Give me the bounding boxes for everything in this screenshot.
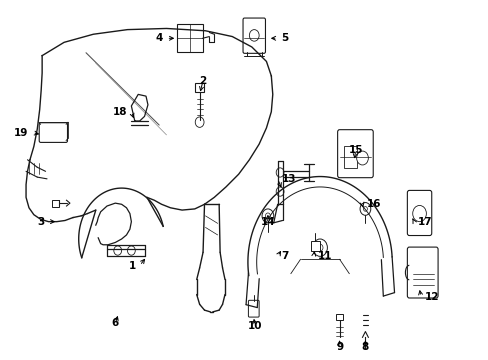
Text: 16: 16 <box>366 199 380 209</box>
FancyBboxPatch shape <box>39 123 67 143</box>
Text: 18: 18 <box>113 107 127 117</box>
FancyBboxPatch shape <box>407 190 431 235</box>
Text: 2: 2 <box>199 76 206 86</box>
Circle shape <box>359 203 370 215</box>
Circle shape <box>262 209 273 223</box>
Circle shape <box>127 246 135 255</box>
Text: 4: 4 <box>155 33 162 43</box>
Bar <box>310 241 319 251</box>
Text: 10: 10 <box>247 321 262 331</box>
Bar <box>344 147 356 168</box>
Circle shape <box>114 246 122 255</box>
FancyBboxPatch shape <box>337 130 372 178</box>
Text: 14: 14 <box>260 217 275 227</box>
Text: 19: 19 <box>14 127 28 138</box>
Text: 12: 12 <box>424 292 439 302</box>
FancyBboxPatch shape <box>248 300 259 317</box>
Bar <box>335 314 342 320</box>
Bar <box>52 200 59 207</box>
Circle shape <box>265 213 270 219</box>
Circle shape <box>312 239 327 256</box>
Circle shape <box>276 187 284 196</box>
Text: 3: 3 <box>37 217 44 227</box>
Circle shape <box>363 207 366 211</box>
Text: 7: 7 <box>281 251 288 261</box>
Bar <box>195 84 203 92</box>
FancyBboxPatch shape <box>407 247 437 298</box>
Text: 1: 1 <box>128 261 136 271</box>
Circle shape <box>317 244 323 251</box>
Text: 13: 13 <box>281 174 295 184</box>
Circle shape <box>412 206 426 222</box>
Text: 8: 8 <box>361 342 368 352</box>
Circle shape <box>195 117 203 127</box>
Bar <box>177 24 202 51</box>
Text: 5: 5 <box>281 33 288 43</box>
Circle shape <box>249 30 259 41</box>
Text: 9: 9 <box>335 342 343 352</box>
FancyBboxPatch shape <box>243 18 265 53</box>
Circle shape <box>356 151 367 165</box>
Circle shape <box>276 168 284 177</box>
Text: 11: 11 <box>317 251 331 261</box>
Text: 6: 6 <box>111 319 119 328</box>
Text: 15: 15 <box>348 145 362 155</box>
Text: 17: 17 <box>417 217 432 227</box>
